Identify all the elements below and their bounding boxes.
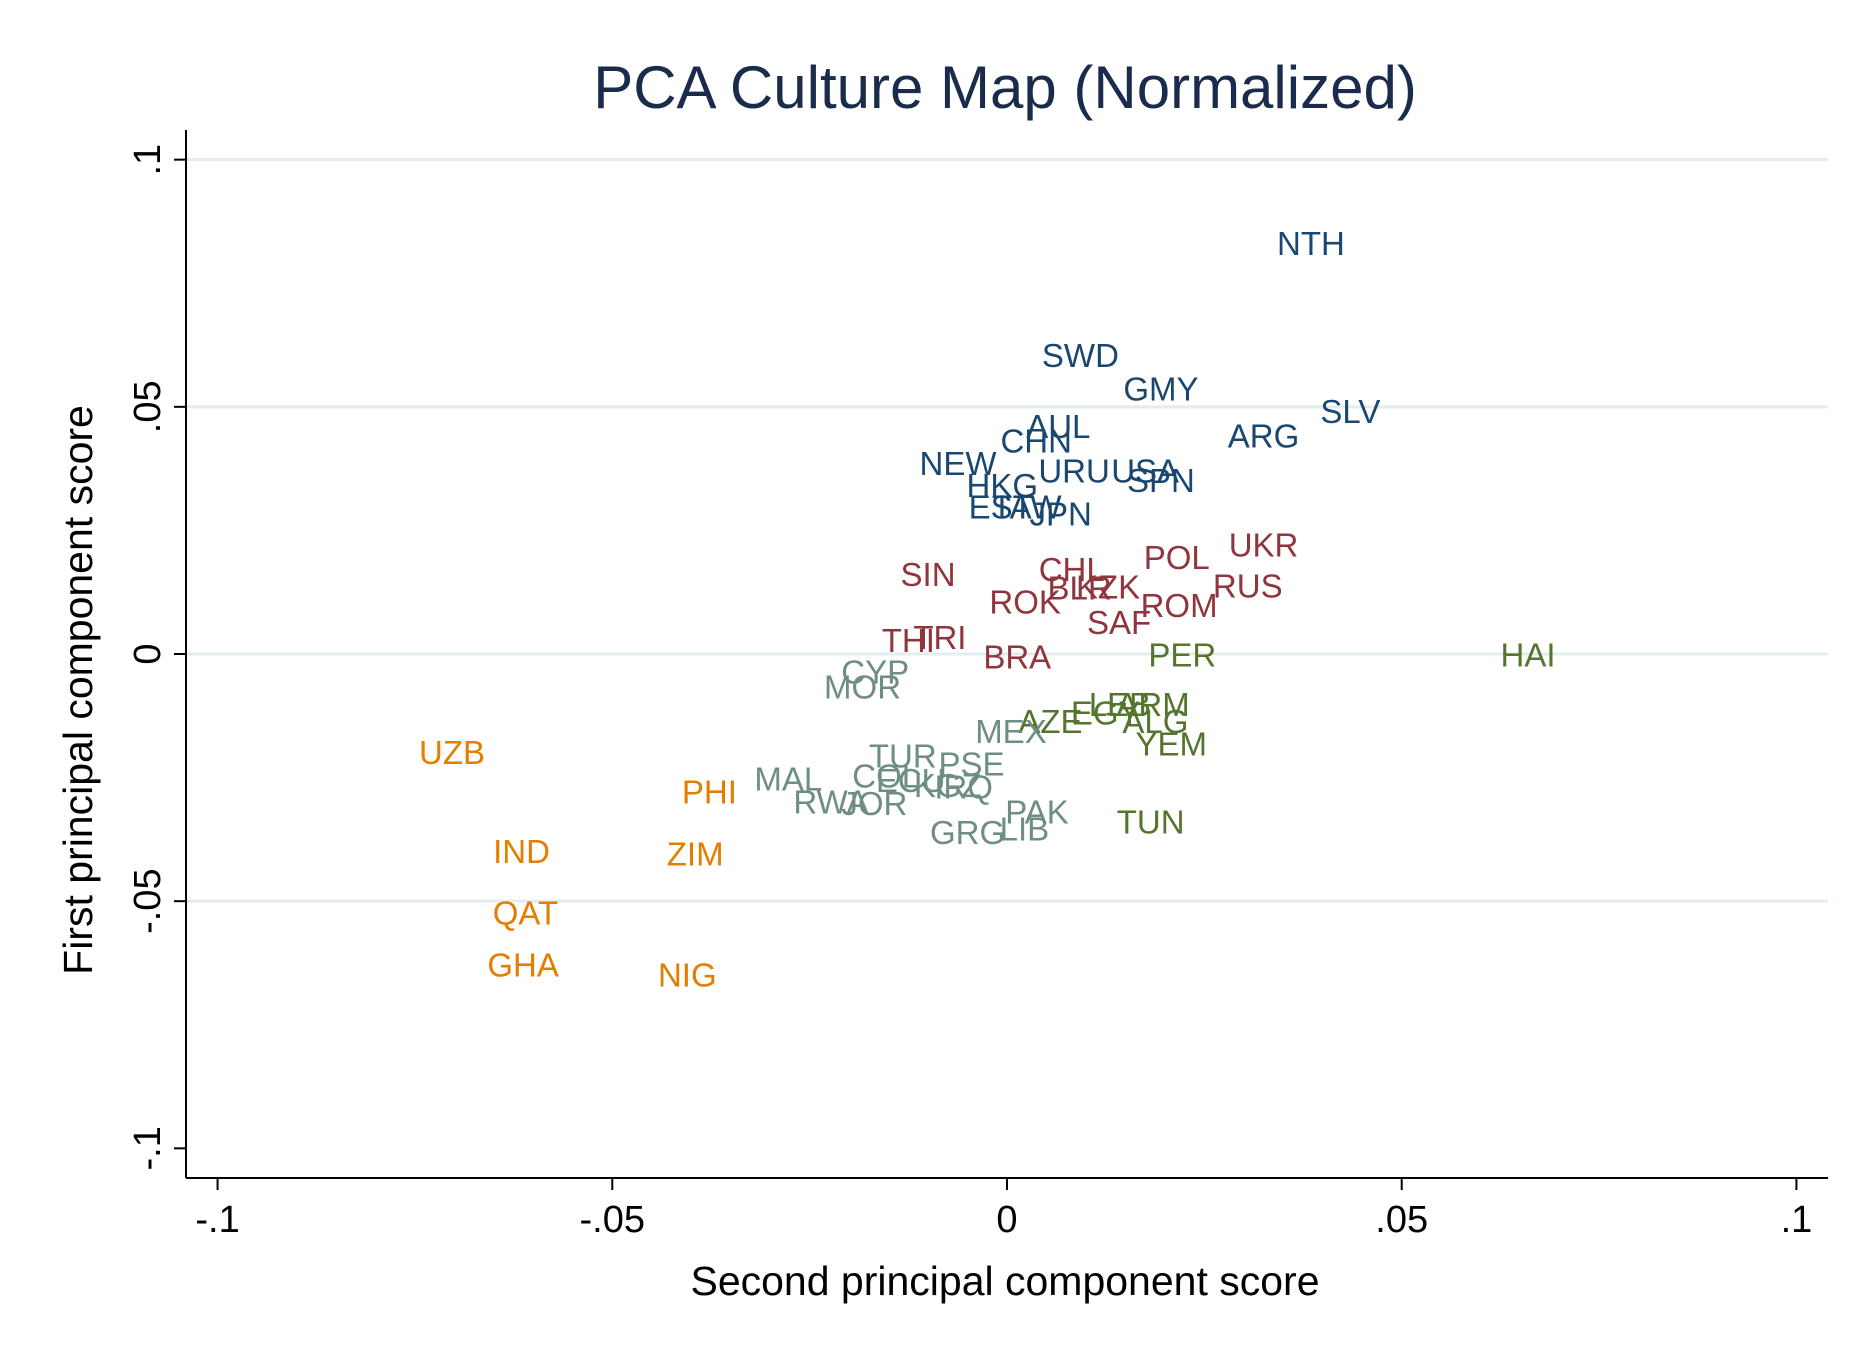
chart-title: PCA Culture Map (Normalized): [593, 54, 1417, 121]
point-label-rom: ROM: [1141, 587, 1218, 624]
point-label-ind: IND: [493, 833, 550, 870]
point-label-sin: SIN: [901, 556, 956, 593]
tick-labels: -.1 -.05 0 .05 .1 -.1 -.05 0 .05 .1: [127, 144, 1812, 1241]
axes: [174, 130, 1828, 1190]
point-label-nth: NTH: [1277, 225, 1345, 262]
point-label-irq: IRQ: [934, 769, 993, 806]
point-label-gha: GHA: [487, 947, 559, 984]
point-label-rus: RUS: [1213, 567, 1283, 604]
point-label-arg: ARG: [1228, 418, 1300, 455]
point-label-pak: PAK: [1005, 793, 1069, 830]
point-label-ukr: UKR: [1229, 526, 1299, 563]
point-label-leb: LEB: [1089, 686, 1151, 723]
point-label-spn: SPN: [1127, 462, 1195, 499]
point-label-bra: BRA: [983, 639, 1051, 676]
point-label-yem: YEM: [1135, 726, 1207, 763]
point-label-hai: HAI: [1501, 637, 1556, 674]
x-axis-label: Second principal component score: [690, 1258, 1319, 1304]
point-label-mal: MAL: [754, 760, 822, 797]
point-label-blr: BLR: [1048, 569, 1112, 606]
point-label-egy: EGY: [1071, 695, 1141, 732]
point-label-aze: AZE: [1018, 703, 1082, 740]
y-tick-label: -.05: [127, 868, 169, 933]
point-label-saf: SAF: [1087, 604, 1151, 641]
point-label-nig: NIG: [658, 957, 717, 994]
point-label-rok: ROK: [989, 583, 1061, 620]
point-label-kgz: KGZ: [914, 767, 982, 804]
point-label-usa: USA: [1111, 452, 1179, 489]
point-label-hkg: HKG: [967, 467, 1039, 504]
point-label-alg: ALG: [1122, 703, 1188, 740]
x-tick-label: .1: [1781, 1199, 1813, 1241]
point-label-lib: LIB: [1000, 811, 1050, 848]
point-label-rwa: RWA: [793, 783, 868, 820]
point-label-slv: SLV: [1320, 393, 1380, 430]
y-axis-label: First principal component score: [55, 405, 101, 975]
point-label-tun: TUN: [1117, 803, 1185, 840]
point-label-chl: CHL: [1039, 551, 1105, 588]
y-tick-label: .1: [127, 144, 169, 176]
point-label-cyp: CYP: [841, 653, 909, 690]
point-label-uzb: UZB: [419, 734, 485, 771]
point-label-kzk: KZK: [1076, 568, 1140, 605]
point-label-pol: POL: [1144, 539, 1210, 576]
point-label-tri: TRI: [913, 619, 966, 656]
x-tick-label: 0: [996, 1199, 1017, 1241]
point-label-col: COL: [852, 757, 920, 794]
x-tick-label: .05: [1375, 1199, 1428, 1241]
point-label-qat: QAT: [493, 895, 558, 932]
x-tick-label: -.1: [195, 1199, 239, 1241]
point-label-per: PER: [1148, 637, 1216, 674]
point-label-arm: ARM: [1116, 686, 1189, 723]
point-label-aul: AUL: [1026, 408, 1090, 445]
point-label-gmy: GMY: [1123, 371, 1198, 408]
point-label-pse: PSE: [938, 745, 1004, 782]
point-label-ecu: ECU: [876, 762, 946, 799]
point-label-tur: TUR: [869, 738, 937, 775]
point-label-zim: ZIM: [667, 835, 724, 872]
point-label-est: EST: [969, 488, 1033, 525]
point-label-jpn: JPN: [1030, 495, 1092, 532]
point-label-mor: MOR: [824, 668, 901, 705]
point-label-taw: TAW: [992, 488, 1062, 525]
point-label-jor: JOR: [841, 785, 907, 822]
y-tick-label: .05: [127, 380, 169, 433]
point-label-grg: GRG: [930, 814, 1005, 851]
point-label-chn: CHN: [1000, 423, 1072, 460]
grid-lines: [186, 158, 1828, 903]
x-tick-label: -.05: [580, 1199, 645, 1241]
point-label-phi: PHI: [682, 774, 737, 811]
y-tick-label: 0: [127, 643, 169, 664]
y-tick-label: -.1: [127, 1126, 169, 1170]
point-label-new: NEW: [920, 445, 998, 482]
point-label-thi: THI: [882, 622, 935, 659]
point-label-swd: SWD: [1042, 337, 1119, 374]
point-label-uru: URU: [1038, 452, 1110, 489]
point-label-mex: MEX: [975, 713, 1047, 750]
